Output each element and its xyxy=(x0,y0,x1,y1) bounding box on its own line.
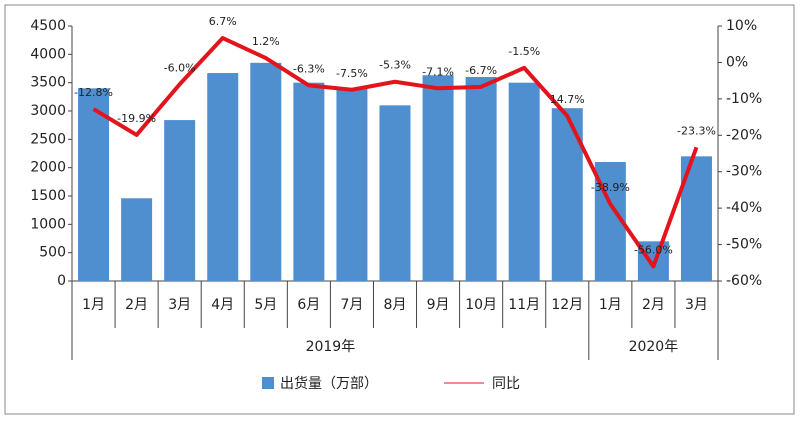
bar xyxy=(207,73,239,282)
data-label: 14.7% xyxy=(550,93,585,106)
y2-tick-label: 10% xyxy=(726,18,757,34)
legend-swatch xyxy=(262,377,274,389)
data-label: 6.7% xyxy=(209,15,237,28)
y-tick-label: 500 xyxy=(39,245,66,261)
x-tick-label: 3月 xyxy=(168,297,191,313)
bar xyxy=(78,88,110,281)
y-tick-label: 4000 xyxy=(30,46,66,62)
y-tick-label: 0 xyxy=(57,273,66,289)
bar xyxy=(508,82,540,282)
y-tick-label: 4500 xyxy=(30,18,66,34)
bar xyxy=(465,77,497,281)
y-tick-label: 2500 xyxy=(30,131,66,147)
legend-label: 同比 xyxy=(492,376,520,392)
y-tick-label: 1000 xyxy=(30,216,66,232)
data-label: -23.3% xyxy=(677,124,716,137)
x-tick-label: 3月 xyxy=(685,297,708,313)
bar xyxy=(164,120,196,281)
data-label: 1.2% xyxy=(252,35,280,48)
bar xyxy=(121,198,153,281)
bar xyxy=(422,75,454,281)
data-label: -6.3% xyxy=(293,62,325,75)
x-tick-label: 1月 xyxy=(599,297,622,313)
data-label: -19.9% xyxy=(117,112,156,125)
y2-tick-label: 0% xyxy=(726,54,748,70)
data-label: -5.3% xyxy=(379,59,411,72)
y-tick-label: 3000 xyxy=(30,103,66,119)
legend-label: 出货量（万部） xyxy=(280,375,378,392)
x-tick-label: 2月 xyxy=(125,297,148,313)
bar xyxy=(336,88,368,281)
y2-tick-label: -40% xyxy=(726,200,762,216)
x-tick-label: 6月 xyxy=(297,297,320,313)
data-label: -56.0% xyxy=(634,243,673,256)
y-tick-label: 3500 xyxy=(30,75,66,91)
y-tick-label: 2000 xyxy=(30,160,66,176)
x-tick-label: 9月 xyxy=(427,297,450,313)
group-label: 2019年 xyxy=(306,339,356,355)
data-label: -12.8% xyxy=(74,86,113,99)
y-tick-label: 1500 xyxy=(30,188,66,204)
chart-border xyxy=(4,4,795,415)
y2-tick-label: -10% xyxy=(726,91,762,107)
x-tick-label: 12月 xyxy=(551,297,583,313)
bar xyxy=(250,62,282,282)
x-tick-label: 1月 xyxy=(82,297,105,313)
x-tick-label: 10月 xyxy=(465,297,497,313)
x-tick-label: 11月 xyxy=(508,297,540,313)
y2-tick-label: -60% xyxy=(726,273,762,289)
x-tick-label: 8月 xyxy=(384,297,407,313)
group-label: 2020年 xyxy=(629,339,679,355)
data-label: -1.5% xyxy=(508,45,540,58)
data-label: -38.9% xyxy=(591,181,630,194)
data-label: -7.5% xyxy=(336,67,368,80)
x-tick-label: 4月 xyxy=(211,297,234,313)
line xyxy=(92,36,699,269)
x-tick-label: 5月 xyxy=(254,297,277,313)
bar xyxy=(379,105,411,281)
x-tick-label: 2月 xyxy=(642,297,665,313)
bar xyxy=(293,82,325,282)
y2-tick-label: -30% xyxy=(726,164,762,180)
x-tick-label: 7月 xyxy=(340,297,363,313)
data-label: -6.7% xyxy=(465,64,497,77)
y2-tick-label: -50% xyxy=(726,237,762,253)
data-label: -7.1% xyxy=(422,65,454,78)
y2-tick-label: -20% xyxy=(726,127,762,143)
data-label: -6.0% xyxy=(164,61,196,74)
